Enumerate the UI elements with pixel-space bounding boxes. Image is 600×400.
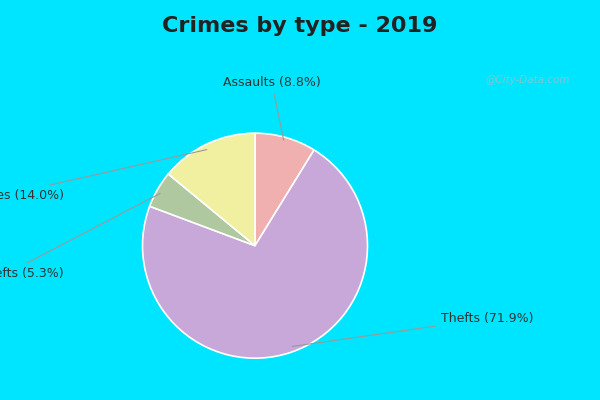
Wedge shape [149,174,255,246]
Wedge shape [143,150,367,358]
Text: Assaults (8.8%): Assaults (8.8%) [223,76,321,140]
Wedge shape [169,133,255,246]
Text: Thefts (71.9%): Thefts (71.9%) [292,312,533,346]
Text: Burglaries (14.0%): Burglaries (14.0%) [0,150,207,202]
Text: @City-Data.com: @City-Data.com [486,75,570,85]
Text: Crimes by type - 2019: Crimes by type - 2019 [163,16,437,36]
Text: Auto thefts (5.3%): Auto thefts (5.3%) [0,194,160,280]
Wedge shape [255,133,314,246]
